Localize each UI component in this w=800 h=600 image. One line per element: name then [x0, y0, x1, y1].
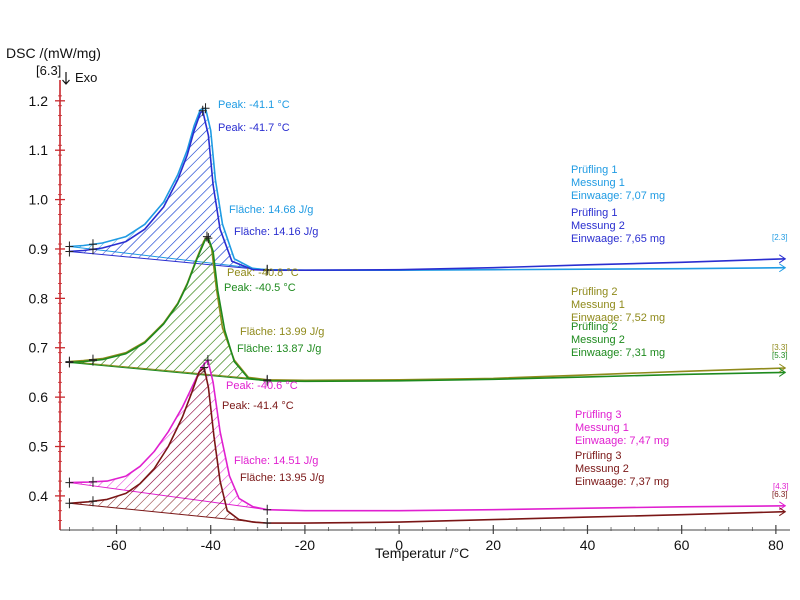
series-line-5 — [69, 359, 786, 512]
area-label-3: Fläche: 13.99 J/g — [240, 326, 324, 338]
segment-end-marker: [3.3] — [772, 343, 788, 352]
series-info-line: Einwaage: 7,52 mg — [571, 312, 665, 324]
x-tick-label: 40 — [580, 537, 596, 553]
series-line-1 — [69, 107, 786, 272]
segment-end-marker: [4.3] — [773, 482, 789, 491]
x-tick-label: -20 — [295, 537, 315, 553]
series-info-line: Messung 1 — [575, 422, 629, 434]
range-marker — [88, 244, 97, 255]
segment-end-marker: [5.3] — [772, 351, 788, 360]
peak-marker — [204, 233, 213, 244]
x-tick-label: 0 — [395, 537, 403, 553]
hatched-area-6 — [69, 367, 268, 524]
y-tick-label: 1.0 — [29, 192, 49, 208]
range-marker — [263, 375, 272, 386]
hatched-area-2 — [69, 110, 268, 271]
area-label-2: Fläche: 14.16 J/g — [234, 226, 318, 238]
series-info-line: Einwaage: 7,65 mg — [571, 233, 665, 245]
exo-arrow-icon — [62, 72, 70, 85]
peak-label-3: Peak: -40.8 °C — [227, 267, 299, 279]
segment-marker: [6.3] — [36, 63, 61, 78]
series-line-6 — [69, 366, 786, 524]
integration-baseline-2 — [69, 250, 268, 271]
series-end-arrow-icon — [779, 368, 787, 377]
y-tick-label: 0.9 — [29, 241, 49, 257]
peak-marker — [200, 362, 209, 373]
range-marker — [263, 265, 272, 276]
integration-baseline-6 — [69, 502, 268, 524]
series-end-arrow-icon — [779, 254, 787, 264]
y-tick-label: 0.5 — [29, 439, 49, 455]
series-end-arrow-icon — [779, 363, 787, 373]
peak-markers — [65, 103, 787, 529]
peak-label-2: Peak: -41.7 °C — [218, 122, 290, 134]
series-info-line: Messung 2 — [571, 334, 625, 346]
series-info-line: Messung 2 — [571, 220, 625, 232]
series-info-line: Messung 1 — [571, 299, 625, 311]
y-tick-label: 0.4 — [29, 488, 49, 504]
series-line-4 — [69, 237, 786, 383]
integration-baseline-4 — [69, 362, 268, 382]
axes: 0.4 0.5 0.6 0.7 0.8 0.9 1.0 1.1 1.2 -60 -40 -20 0 20 4… — [29, 72, 790, 553]
hatched-area-4 — [69, 238, 268, 381]
y-axis-label: DSC /(mW/mg) — [6, 45, 101, 61]
range-marker — [65, 246, 74, 257]
annotations: Peak: -41.1 °C Fläche: 14.68 J/g Prüfling … — [218, 99, 789, 499]
range-marker — [88, 476, 97, 487]
x-axis-label: Temperatur /°C — [375, 545, 469, 561]
series-info-line: Einwaage: 7,07 mg — [571, 190, 665, 202]
series-info-line: Messung 1 — [571, 177, 625, 189]
peak-marker — [203, 355, 212, 366]
series-info-line: Prüfling 2 — [571, 321, 617, 333]
series-end-arrow-icon — [779, 507, 787, 517]
series-info-line: Prüfling 1 — [571, 207, 617, 219]
area-label-6: Fläche: 13.95 J/g — [240, 472, 324, 484]
range-marker — [263, 518, 272, 529]
hatched-areas — [69, 108, 268, 524]
range-marker — [88, 355, 97, 366]
y-tick-label: 1.2 — [29, 93, 49, 109]
segment-end-marker: [2.3] — [772, 233, 788, 242]
x-tick-label: 20 — [486, 537, 502, 553]
x-tick-label: 60 — [674, 537, 690, 553]
series-info-line: Einwaage: 7,31 mg — [571, 347, 665, 359]
series-info-line: Prüfling 3 — [575, 409, 621, 421]
x-tick-label: -60 — [106, 537, 126, 553]
peak-label-4: Peak: -40.5 °C — [224, 282, 296, 294]
exo-label: Exo — [75, 70, 97, 85]
y-tick-label: 0.7 — [29, 340, 49, 356]
peak-label-6: Peak: -41.4 °C — [222, 400, 294, 412]
area-label-1: Fläche: 14.68 J/g — [229, 204, 313, 216]
series-info-line: Prüfling 3 — [575, 450, 621, 462]
x-tick-label: -40 — [201, 537, 221, 553]
series-info-line: Einwaage: 7,47 mg — [575, 435, 669, 447]
series-line-2 — [69, 109, 786, 272]
range-marker — [65, 498, 74, 509]
series-info-line: Prüfling 2 — [571, 286, 617, 298]
x-tick-label: 80 — [768, 537, 784, 553]
range-marker — [88, 496, 97, 507]
series-info-line: Prüfling 1 — [571, 164, 617, 176]
area-label-4: Fläche: 13.87 J/g — [237, 343, 321, 355]
series-info-line: Einwaage: 7,37 mg — [575, 476, 669, 488]
peak-marker — [198, 105, 207, 116]
series-info-line: Messung 2 — [575, 463, 629, 475]
series-lines — [69, 107, 786, 524]
peak-label-5: Peak: -40.6 °C — [226, 380, 298, 392]
series-end-arrow-icon — [779, 263, 787, 273]
range-marker — [263, 504, 272, 515]
area-label-5: Fläche: 14.51 J/g — [234, 455, 318, 467]
y-tick-label: 1.1 — [29, 142, 49, 158]
peak-marker — [202, 231, 211, 242]
segment-end-marker: [6.3] — [772, 490, 788, 499]
y-tick-label: 0.6 — [29, 389, 49, 405]
y-tick-label: 0.8 — [29, 290, 49, 306]
range-marker — [65, 357, 74, 368]
peak-label-1: Peak: -41.1 °C — [218, 99, 290, 111]
range-marker — [65, 477, 74, 488]
